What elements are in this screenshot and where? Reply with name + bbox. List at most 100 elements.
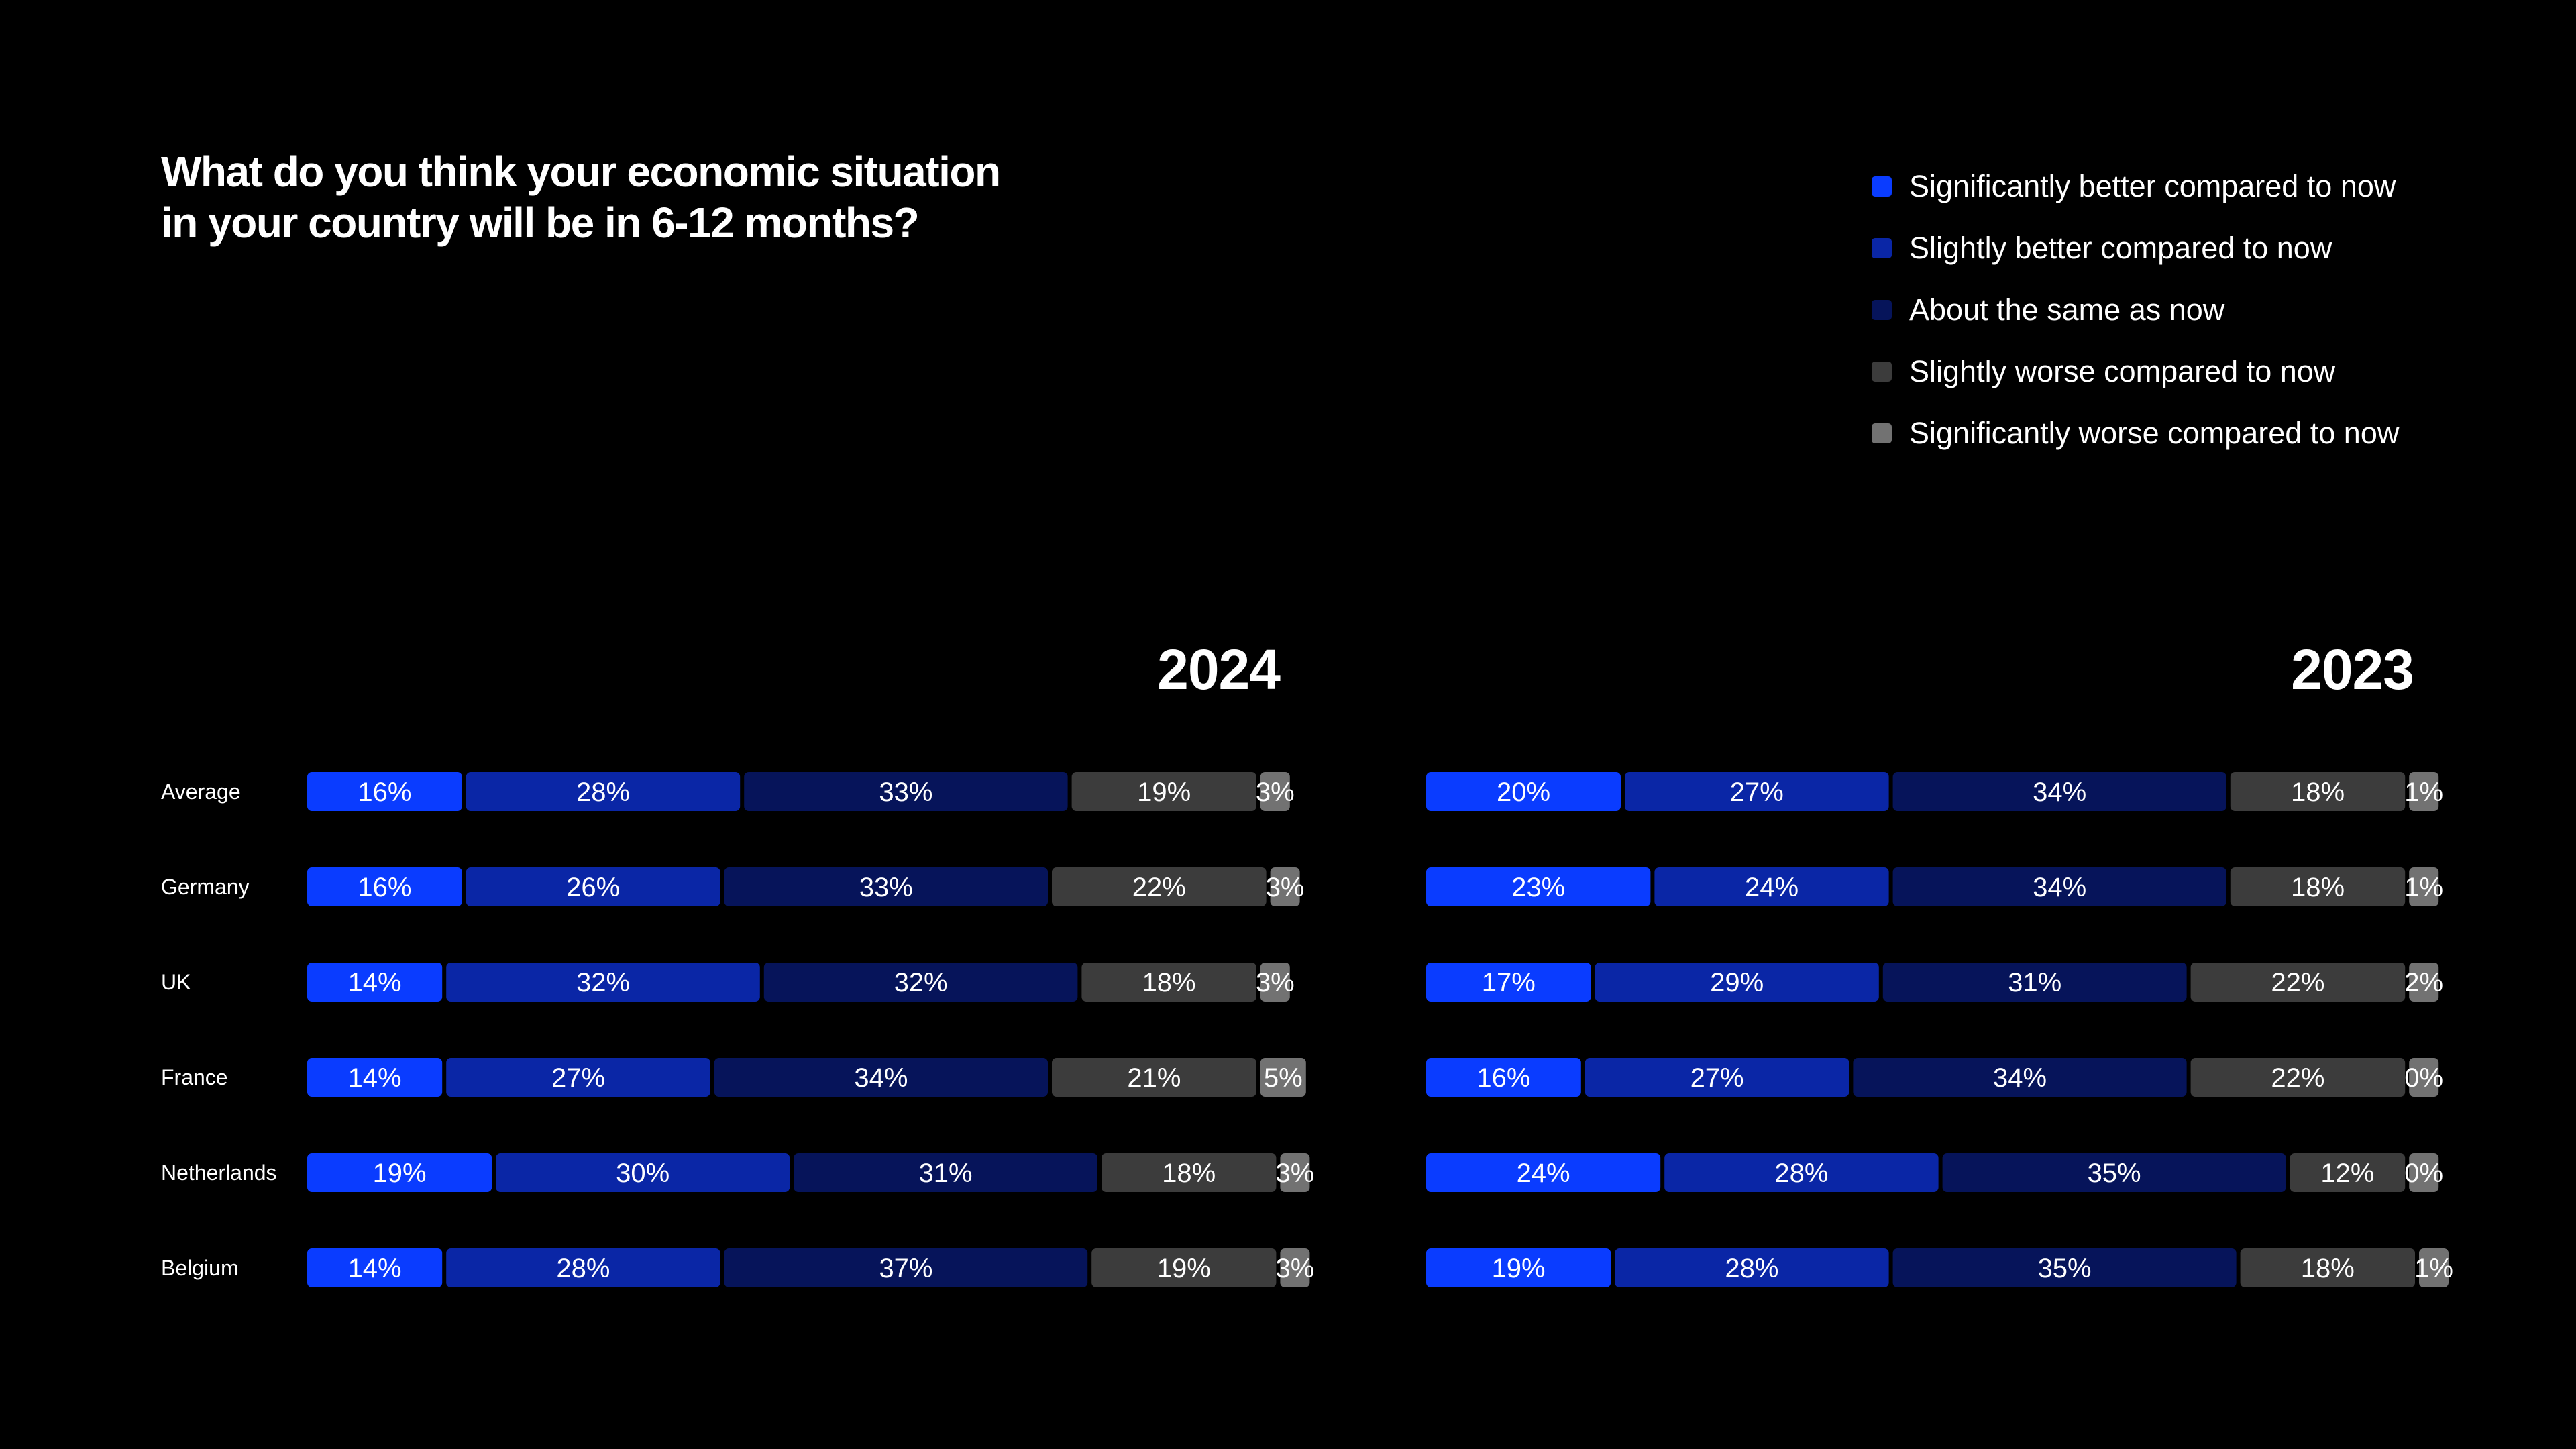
bar-value-label: 22%: [2271, 1063, 2324, 1093]
bar-segment: [307, 963, 443, 1002]
bar-segment: [1882, 963, 2187, 1002]
bar-segment: [1091, 1248, 1277, 1287]
bar-segment: [446, 1058, 710, 1097]
bar-value-label: 12%: [2320, 1159, 2374, 1188]
bar-segment: [1270, 867, 1300, 906]
bar-value-label: 16%: [358, 873, 411, 902]
bar-segment: [1942, 1153, 2286, 1192]
bar-segment: [1260, 772, 1290, 811]
bar-value-label: 27%: [1690, 1063, 1744, 1093]
row-label-germany: Germany: [161, 875, 250, 899]
bar-segment: [1426, 867, 1651, 906]
bar-segment: [2409, 1058, 2439, 1097]
bar-segment: [2230, 867, 2406, 906]
bar-value-label: 31%: [2008, 968, 2061, 998]
bar-segment: [744, 772, 1068, 811]
bar-value-label: 18%: [1162, 1159, 1216, 1188]
legend-label: Slightly worse compared to now: [1909, 354, 2336, 388]
bar-value-label: 1%: [2404, 777, 2443, 807]
row-label-uk: UK: [161, 970, 191, 994]
bar-segment: [1664, 1153, 1939, 1192]
row-label-belgium: Belgium: [161, 1256, 239, 1280]
bar-segment: [307, 772, 462, 811]
bar-value-label: 0%: [2404, 1159, 2443, 1188]
bar-value-label: 34%: [1993, 1063, 2047, 1093]
bar-segment: [1426, 1058, 1581, 1097]
bar-value-label: 19%: [1492, 1254, 1546, 1283]
bar-value-label: 28%: [1725, 1254, 1778, 1283]
bar-value-label: 14%: [348, 1063, 402, 1093]
bar-segment: [2190, 1058, 2406, 1097]
bar-value-label: 5%: [1264, 1063, 1303, 1093]
legend-swatch: [1872, 362, 1892, 382]
bar-value-label: 22%: [2271, 968, 2324, 998]
legend-label: About the same as now: [1909, 292, 2225, 327]
bar-segment: [1853, 1058, 2187, 1097]
bar-segment: [307, 1058, 443, 1097]
legend-label: Slightly better compared to now: [1909, 231, 2332, 265]
bar-segment: [466, 867, 720, 906]
bar-value-label: 18%: [2291, 873, 2345, 902]
bar-value-label: 35%: [2088, 1159, 2141, 1188]
bar-segment: [307, 867, 462, 906]
bar-value-label: 19%: [373, 1159, 427, 1188]
bar-value-label: 31%: [919, 1159, 973, 1188]
bar-value-label: 33%: [879, 777, 932, 807]
bar-value-label: 24%: [1517, 1159, 1570, 1188]
bar-value-label: 28%: [1774, 1159, 1828, 1188]
legend-item-significantly-worse: Significantly worse compared to now: [1872, 402, 2399, 464]
bar-segment: [1625, 772, 1889, 811]
bar-segment: [1071, 772, 1256, 811]
bar-segment: [1892, 1248, 2237, 1287]
bar-segment: [1654, 867, 1889, 906]
bar-segment: [1426, 1153, 1661, 1192]
bar-value-label: 17%: [1482, 968, 1536, 998]
bar-value-label: 32%: [576, 968, 630, 998]
row-label-france: France: [161, 1065, 228, 1089]
bar-value-label: 1%: [2414, 1254, 2453, 1283]
bar-segment: [2190, 963, 2406, 1002]
bar-value-label: 35%: [2038, 1254, 2092, 1283]
bar-value-label: 16%: [1477, 1063, 1530, 1093]
bar-value-label: 14%: [348, 1254, 402, 1283]
bar-value-label: 34%: [854, 1063, 908, 1093]
legend-item-slightly-worse: Slightly worse compared to now: [1872, 341, 2399, 402]
row-label-average: Average: [161, 780, 241, 804]
bar-segment: [2230, 772, 2406, 811]
legend-label: Significantly better compared to now: [1909, 169, 2396, 203]
bar-segment: [2409, 867, 2439, 906]
bar-segment: [2419, 1248, 2449, 1287]
bar-value-label: 2%: [2404, 968, 2443, 998]
bar-segment: [724, 867, 1048, 906]
bar-value-label: 18%: [1142, 968, 1196, 998]
chart-title: What do you think your economic situatio…: [161, 146, 1100, 248]
bar-value-label: 27%: [1730, 777, 1784, 807]
bar-value-label: 18%: [2291, 777, 2345, 807]
bar-segment: [763, 963, 1078, 1002]
bar-value-label: 27%: [551, 1063, 605, 1093]
bar-segment: [1615, 1248, 1889, 1287]
panel-title-2024: 2024: [1157, 638, 1281, 701]
legend-swatch: [1872, 300, 1892, 320]
bar-segment: [446, 1248, 720, 1287]
bar-segment: [1280, 1153, 1310, 1192]
bar-segment: [1260, 1058, 1306, 1097]
legend-swatch: [1872, 238, 1892, 258]
legend-swatch: [1872, 176, 1892, 197]
bar-segment: [2290, 1153, 2406, 1192]
bar-value-label: 22%: [1132, 873, 1186, 902]
legend-item-about-the-same: About the same as now: [1872, 279, 2399, 341]
bar-value-label: 32%: [894, 968, 948, 998]
bar-value-label: 21%: [1127, 1063, 1181, 1093]
chart-panel-2023: 20% 27% 34% 18% 1% 23% 24% 34% 18% 1% 17% 29% 31% 22%…: [1426, 772, 2453, 1287]
bar-value-label: 24%: [1745, 873, 1799, 902]
bar-value-label: 23%: [1511, 873, 1565, 902]
legend-item-slightly-better: Slightly better compared to now: [1872, 217, 2399, 279]
bar-value-label: 3%: [1256, 968, 1295, 998]
bar-value-label: 28%: [556, 1254, 610, 1283]
bar-value-label: 18%: [2301, 1254, 2355, 1283]
bar-value-label: 3%: [1266, 873, 1305, 902]
bar-segment: [1260, 963, 1290, 1002]
bar-segment: [1426, 1248, 1611, 1287]
